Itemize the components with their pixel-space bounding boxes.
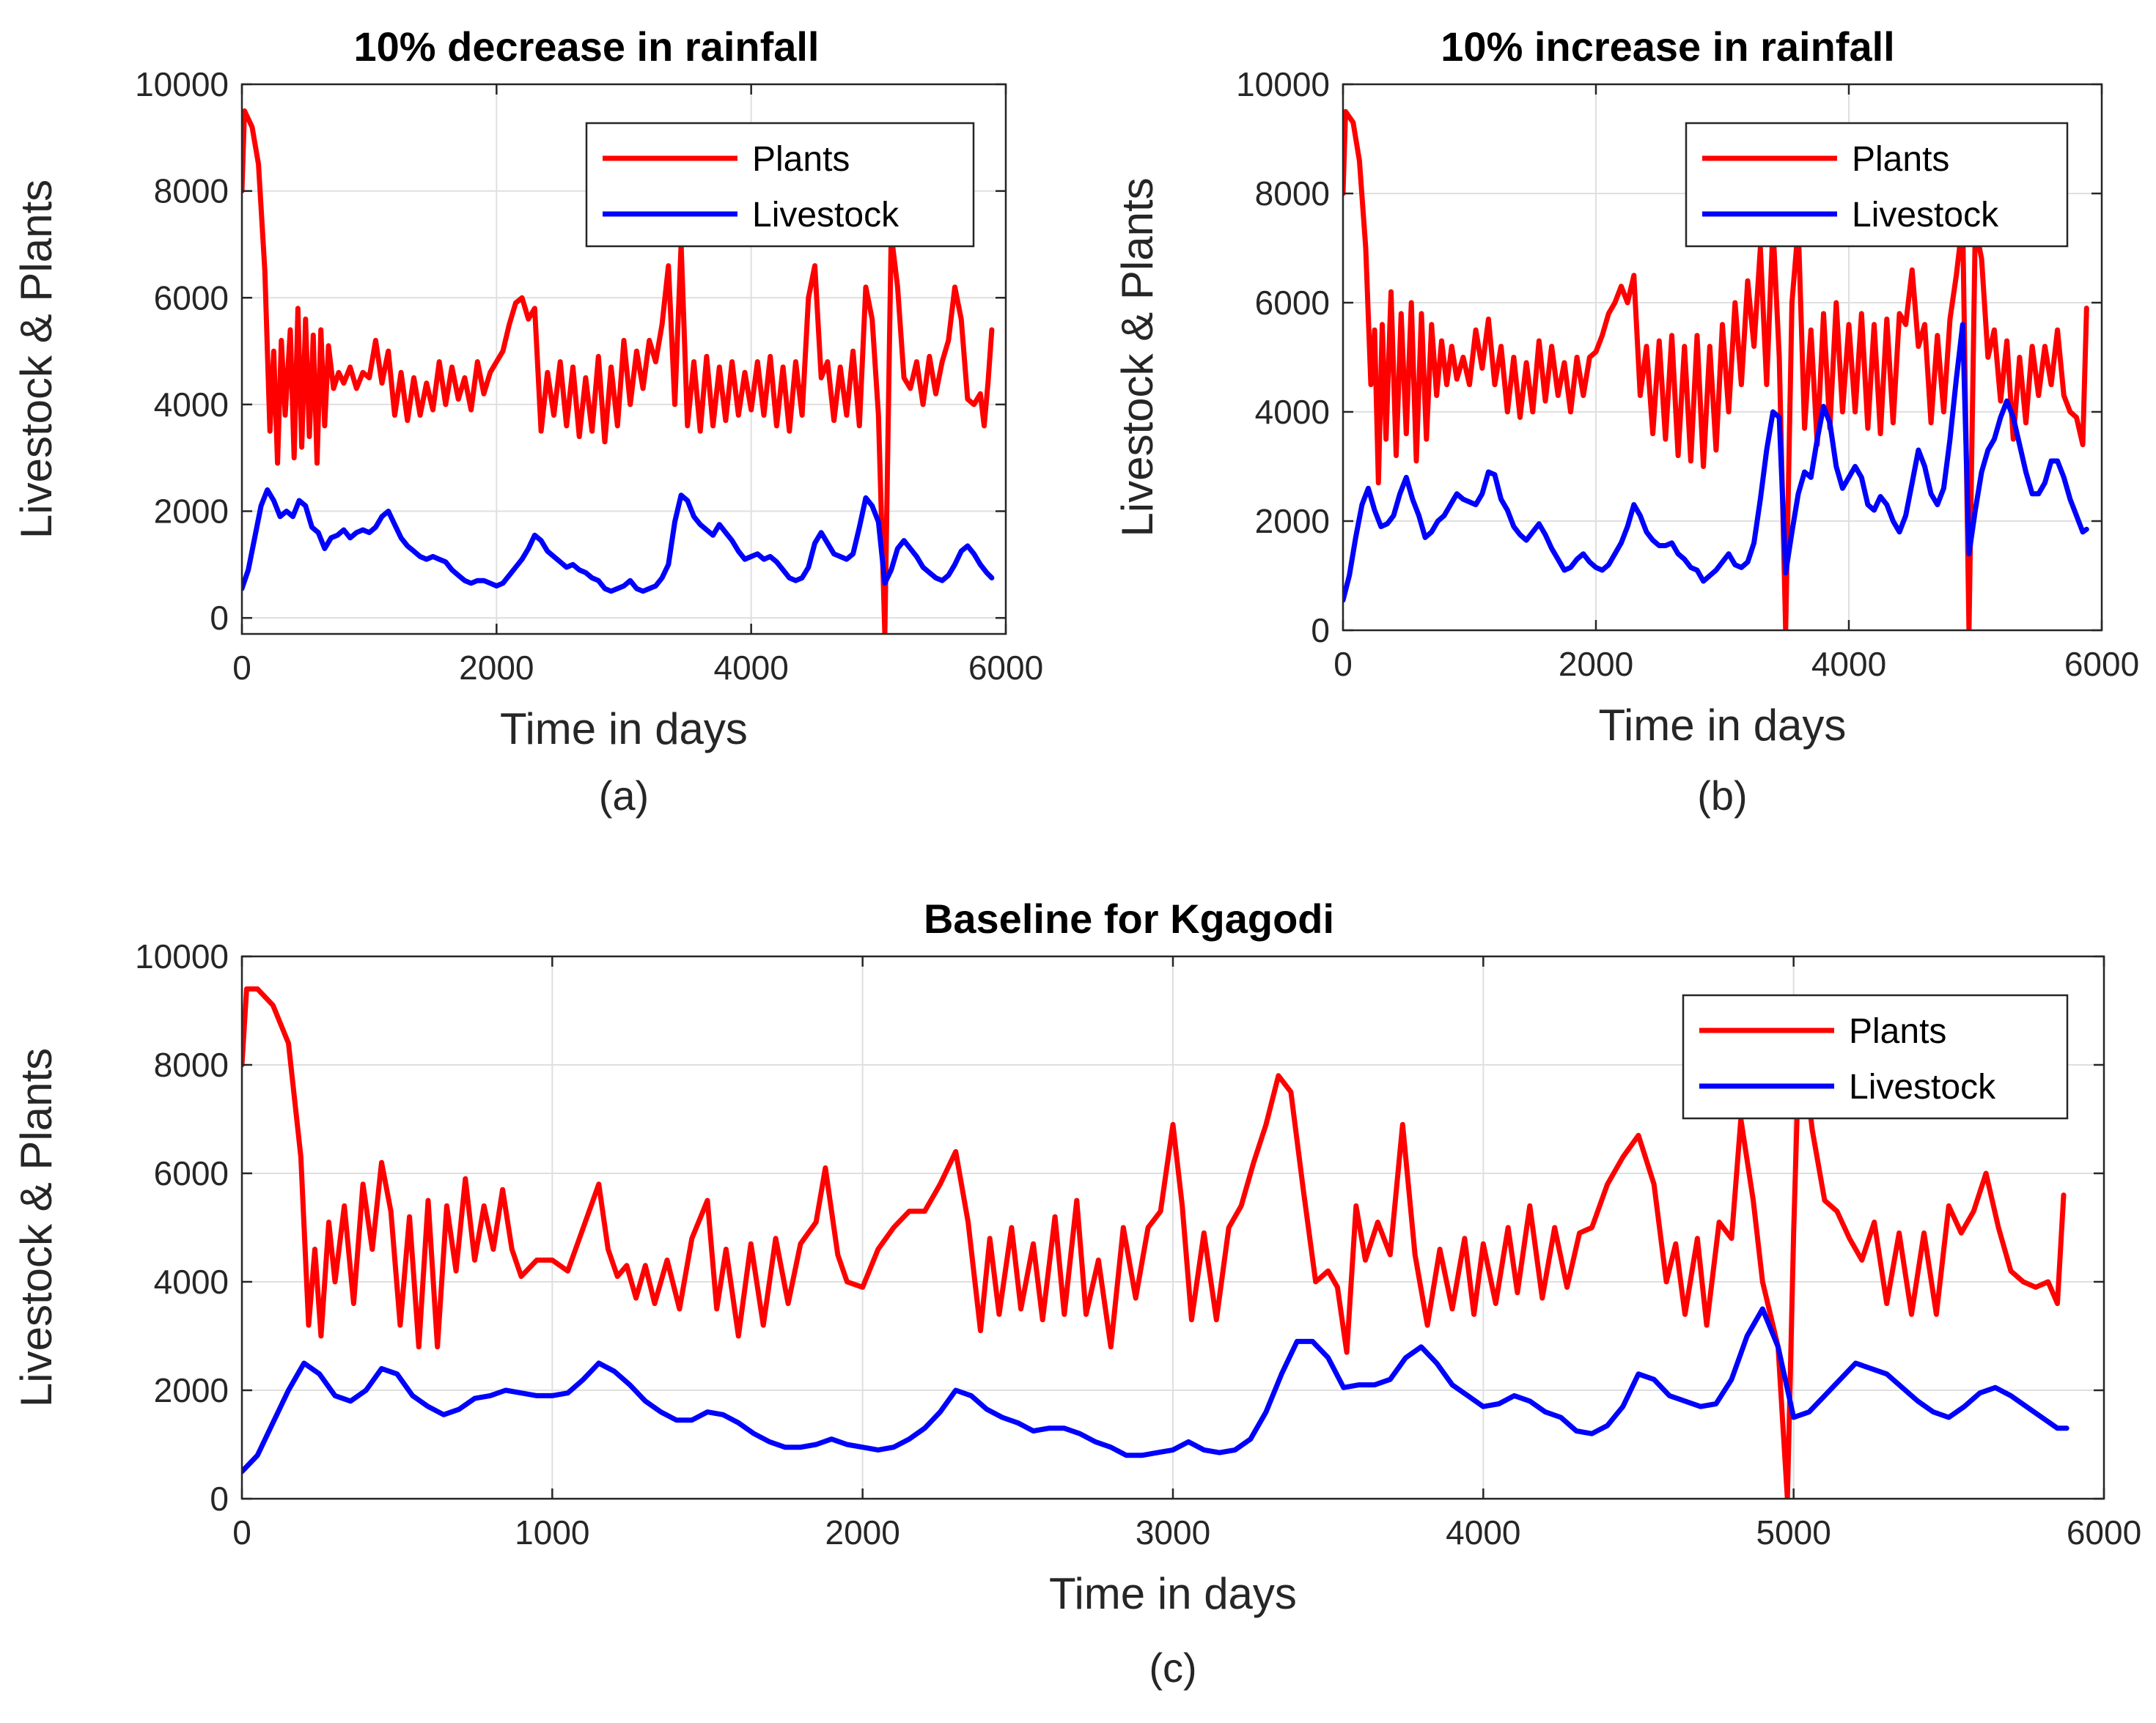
series-line-livestock [242,487,995,594]
x-tick-label: 1000 [515,1513,589,1552]
x-tick-label: 0 [232,1513,251,1552]
x-tick-label: 0 [1333,645,1353,683]
y-tick-label: 10000 [135,65,229,103]
panel-b: 0 2000 4000 6000 0 2000 4000 6000 8000 10000 10% i… [1113,23,2139,819]
chart-title: Baseline for Kgagodi [924,896,1334,942]
series-line-plants [242,986,2067,1499]
legend-label-plants: Plants [752,140,850,179]
x-tick-label: 2000 [459,649,534,687]
legend-label-livestock: Livestock [752,196,899,235]
y-tick-label: 8000 [154,1046,229,1084]
legend-label-plants: Plants [1849,1012,1946,1051]
chart-title: 10% increase in rainfall [1441,23,1894,70]
series-line-plants [1343,108,2089,630]
y-tick-label: 6000 [1255,284,1330,322]
y-axis-label: Livestock & Plants [12,180,61,539]
x-tick-label: 4000 [1446,1513,1520,1552]
legend: Plants Livestock [1685,122,2069,248]
x-tick-label: 2000 [1559,645,1633,683]
y-axis-label: Livestock & Plants [12,1048,61,1407]
series-line-livestock [242,1306,2069,1475]
x-axis-label: Time in days [500,704,748,753]
y-tick-label: 4000 [1255,393,1330,431]
y-tick-label: 2000 [154,1371,229,1409]
y-tick-label: 6000 [154,278,229,317]
series-group [242,986,2069,1499]
x-tick-label: 6000 [968,649,1043,687]
legend-label-plants: Plants [1852,140,1949,179]
y-tick-label: 2000 [154,492,229,531]
panel-caption: (a) [599,772,649,819]
legend: Plants Livestock [585,122,975,248]
y-tick-label: 0 [210,599,229,637]
x-tick-label: 6000 [2064,645,2139,683]
y-tick-label: 4000 [154,1263,229,1301]
series-line-livestock [1343,322,2089,603]
y-tick-label: 10000 [1236,65,1330,103]
y-tick-label: 4000 [154,385,229,424]
y-axis-label: Livestock & Plants [1113,177,1162,536]
legend-box [585,122,975,248]
x-tick-label: 2000 [825,1513,899,1552]
axes-box [1342,83,2103,632]
y-tick-label: 10000 [135,937,229,975]
y-tick-label: 8000 [1255,174,1330,213]
legend-label-livestock: Livestock [1852,196,1999,235]
series-group [1343,108,2089,630]
axes-box [240,83,1007,635]
x-tick-label: 0 [232,649,251,687]
y-tick-label: 2000 [1255,502,1330,540]
y-tick-label: 0 [1311,611,1330,649]
series-group [242,108,995,634]
legend-box [1682,994,2069,1120]
x-tick-label: 6000 [2067,1513,2141,1552]
x-tick-label: 5000 [1756,1513,1831,1552]
panel-c: 0 1000 2000 3000 4000 5000 6000 0 2000 4000 6000 80… [12,896,2141,1691]
legend: Plants Livestock [1682,994,2069,1120]
y-tick-label: 0 [210,1480,229,1518]
x-axis-label: Time in days [1049,1569,1297,1618]
y-tick-label: 6000 [154,1154,229,1192]
panel-caption: (b) [1697,772,1747,819]
chart-title: 10% decrease in rainfall [353,23,819,70]
x-tick-label: 4000 [1811,645,1886,683]
y-tick-label: 8000 [154,172,229,210]
x-tick-label: 3000 [1136,1513,1210,1552]
panel-a: 0 2000 4000 6000 0 2000 4000 6000 8000 10000 10% d… [12,23,1043,819]
legend-box [1685,122,2069,248]
x-axis-label: Time in days [1599,701,1847,750]
panel-caption: (c) [1149,1645,1196,1691]
legend-label-livestock: Livestock [1849,1068,1996,1107]
series-line-plants [242,108,995,634]
x-tick-label: 4000 [713,649,788,687]
